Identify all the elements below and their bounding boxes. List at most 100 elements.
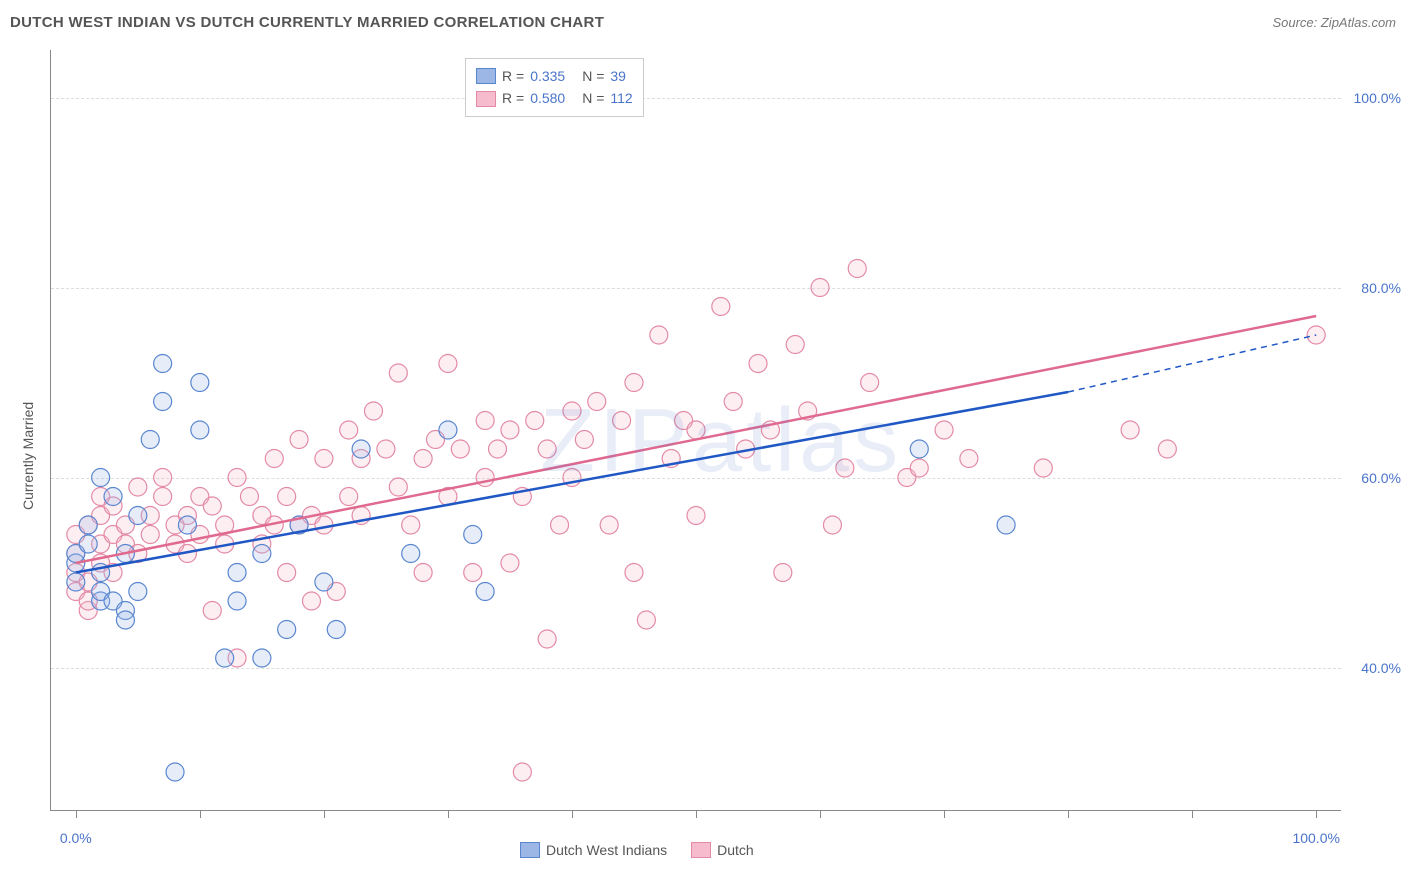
scatter-point (960, 450, 978, 468)
scatter-point (848, 260, 866, 278)
legend-swatch (476, 68, 496, 84)
scatter-point (786, 336, 804, 354)
x-tick-label: 0.0% (60, 830, 92, 846)
scatter-point (749, 355, 767, 373)
scatter-point (240, 488, 258, 506)
scatter-point (538, 440, 556, 458)
legend-r-value: 0.335 (530, 65, 576, 87)
x-tick-mark (1316, 810, 1317, 818)
legend-item-label: Dutch West Indians (546, 842, 667, 858)
scatter-point (551, 516, 569, 534)
scatter-point (724, 393, 742, 411)
scatter-point (228, 469, 246, 487)
title-bar: DUTCH WEST INDIAN VS DUTCH CURRENTLY MAR… (10, 14, 1396, 31)
scatter-point (191, 374, 209, 392)
scatter-point (1121, 421, 1139, 439)
scatter-point (836, 459, 854, 477)
scatter-point (154, 393, 172, 411)
scatter-point (290, 431, 308, 449)
plot-svg (51, 50, 1341, 810)
scatter-point (203, 602, 221, 620)
y-tick-label: 60.0% (1351, 470, 1401, 486)
legend-item: Dutch (691, 842, 754, 858)
scatter-point (141, 431, 159, 449)
chart-title: DUTCH WEST INDIAN VS DUTCH CURRENTLY MAR… (10, 14, 604, 31)
legend-n-label: N = (582, 87, 604, 109)
scatter-point (774, 564, 792, 582)
legend-swatch (691, 842, 711, 858)
scatter-point (129, 478, 147, 496)
scatter-point (92, 469, 110, 487)
scatter-point (588, 393, 606, 411)
x-tick-mark (696, 810, 697, 818)
scatter-point (278, 488, 296, 506)
scatter-point (910, 440, 928, 458)
x-tick-mark (1068, 810, 1069, 818)
scatter-point (861, 374, 879, 392)
scatter-point (687, 507, 705, 525)
x-tick-mark (76, 810, 77, 818)
scatter-point (216, 649, 234, 667)
source-label: Source: ZipAtlas.com (1272, 15, 1396, 30)
scatter-point (315, 573, 333, 591)
scatter-point (228, 592, 246, 610)
legend-n-value: 112 (610, 87, 632, 109)
y-axis-label: Currently Married (20, 402, 36, 510)
scatter-point (116, 611, 134, 629)
legend-r-value: 0.580 (530, 87, 576, 109)
scatter-point (402, 516, 420, 534)
scatter-point (439, 421, 457, 439)
scatter-point (79, 535, 97, 553)
scatter-point (1034, 459, 1052, 477)
scatter-point (613, 412, 631, 430)
scatter-point (501, 554, 519, 572)
scatter-point (575, 431, 593, 449)
scatter-point (476, 583, 494, 601)
y-tick-label: 100.0% (1351, 90, 1401, 106)
scatter-point (489, 440, 507, 458)
scatter-point (327, 621, 345, 639)
legend-series: Dutch West Indians Dutch (520, 842, 754, 858)
scatter-point (712, 298, 730, 316)
legend-r-label: R = (502, 65, 524, 87)
scatter-point (365, 402, 383, 420)
scatter-point (253, 649, 271, 667)
scatter-point (625, 374, 643, 392)
scatter-point (513, 763, 531, 781)
scatter-point (389, 364, 407, 382)
scatter-point (811, 279, 829, 297)
scatter-point (129, 583, 147, 601)
legend-item: Dutch West Indians (520, 842, 667, 858)
scatter-point (67, 573, 85, 591)
legend-swatch (476, 91, 496, 107)
scatter-point (154, 488, 172, 506)
scatter-point (79, 516, 97, 534)
scatter-point (141, 526, 159, 544)
scatter-point (166, 763, 184, 781)
scatter-point (910, 459, 928, 477)
x-tick-mark (324, 810, 325, 818)
x-tick-mark (820, 810, 821, 818)
scatter-point (178, 516, 196, 534)
x-tick-mark (448, 810, 449, 818)
scatter-point (997, 516, 1015, 534)
scatter-point (451, 440, 469, 458)
regression-line-extension (1068, 335, 1316, 392)
scatter-point (253, 545, 271, 563)
scatter-point (129, 507, 147, 525)
scatter-point (389, 478, 407, 496)
scatter-point (526, 412, 544, 430)
scatter-point (501, 421, 519, 439)
scatter-point (315, 450, 333, 468)
scatter-point (228, 564, 246, 582)
x-tick-mark (200, 810, 201, 818)
scatter-point (650, 326, 668, 344)
scatter-point (377, 440, 395, 458)
scatter-point (414, 564, 432, 582)
scatter-point (203, 497, 221, 515)
scatter-point (104, 488, 122, 506)
legend-row: R =0.580N =112 (476, 87, 633, 109)
x-tick-mark (1192, 810, 1193, 818)
scatter-point (278, 564, 296, 582)
scatter-point (352, 440, 370, 458)
